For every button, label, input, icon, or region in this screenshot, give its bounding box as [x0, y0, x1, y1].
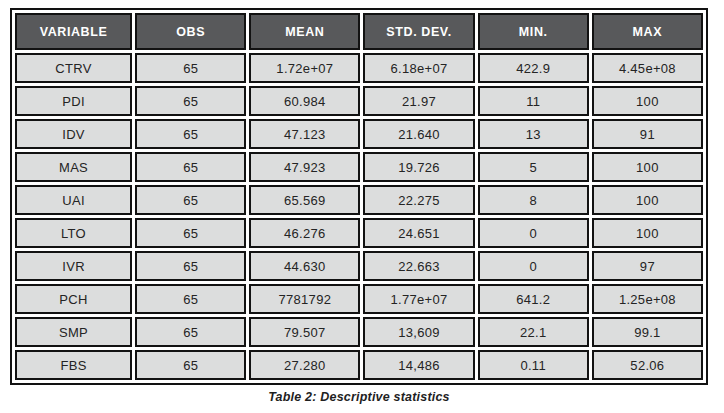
value-cell: 65 — [135, 317, 246, 347]
value-cell: 79.507 — [249, 317, 360, 347]
value-cell: 100 — [592, 152, 703, 182]
table-row: MAS6547.92319.7265100 — [15, 152, 703, 182]
table-body: CTRV651.72e+076.18e+07422.94.45e+08PDI65… — [15, 53, 703, 380]
value-cell: 97 — [592, 251, 703, 281]
value-cell: 99.1 — [592, 317, 703, 347]
column-header-max: MAX — [592, 13, 703, 50]
value-cell: 65.569 — [249, 185, 360, 215]
value-cell: 65 — [135, 152, 246, 182]
value-cell: 4.45e+08 — [592, 53, 703, 83]
variable-cell: FBS — [15, 350, 132, 380]
value-cell: 100 — [592, 86, 703, 116]
value-cell: 19.726 — [363, 152, 474, 182]
value-cell: 65 — [135, 119, 246, 149]
column-header-mean: MEAN — [249, 13, 360, 50]
variable-cell: IDV — [15, 119, 132, 149]
value-cell: 21.97 — [363, 86, 474, 116]
value-cell: 1.25e+08 — [592, 284, 703, 314]
value-cell: 44.630 — [249, 251, 360, 281]
table-row: PCH6577817921.77e+07641.21.25e+08 — [15, 284, 703, 314]
value-cell: 47.123 — [249, 119, 360, 149]
table-row: IDV6547.12321.6401391 — [15, 119, 703, 149]
column-header-variable: VARIABLE — [15, 13, 132, 50]
value-cell: 65 — [135, 218, 246, 248]
value-cell: 60.984 — [249, 86, 360, 116]
value-cell: 8 — [478, 185, 589, 215]
value-cell: 6.18e+07 — [363, 53, 474, 83]
table-row: PDI6560.98421.9711100 — [15, 86, 703, 116]
table-row: SMP6579.50713,60922.199.1 — [15, 317, 703, 347]
table-row: LTO6546.27624.6510100 — [15, 218, 703, 248]
variable-cell: UAI — [15, 185, 132, 215]
value-cell: 47.923 — [249, 152, 360, 182]
value-cell: 11 — [478, 86, 589, 116]
value-cell: 7781792 — [249, 284, 360, 314]
table-row: CTRV651.72e+076.18e+07422.94.45e+08 — [15, 53, 703, 83]
value-cell: 641.2 — [478, 284, 589, 314]
table-caption: Table 2: Descriptive statistics — [10, 390, 708, 404]
table-header-row: VARIABLE OBS MEAN STD. DEV. MIN. MAX — [15, 13, 703, 50]
value-cell: 1.72e+07 — [249, 53, 360, 83]
table-row: IVR6544.63022.663097 — [15, 251, 703, 281]
column-header-std-dev: STD. DEV. — [363, 13, 474, 50]
variable-cell: CTRV — [15, 53, 132, 83]
value-cell: 22.1 — [478, 317, 589, 347]
value-cell: 27.280 — [249, 350, 360, 380]
variable-cell: MAS — [15, 152, 132, 182]
table-row: UAI6565.56922.2758100 — [15, 185, 703, 215]
column-header-min: MIN. — [478, 13, 589, 50]
variable-cell: SMP — [15, 317, 132, 347]
value-cell: 14,486 — [363, 350, 474, 380]
value-cell: 22.275 — [363, 185, 474, 215]
value-cell: 0 — [478, 251, 589, 281]
value-cell: 52.06 — [592, 350, 703, 380]
variable-cell: PCH — [15, 284, 132, 314]
value-cell: 65 — [135, 185, 246, 215]
variable-cell: PDI — [15, 86, 132, 116]
value-cell: 100 — [592, 185, 703, 215]
descriptive-statistics-table: VARIABLE OBS MEAN STD. DEV. MIN. MAX CTR… — [10, 8, 708, 385]
value-cell: 65 — [135, 86, 246, 116]
variable-cell: IVR — [15, 251, 132, 281]
value-cell: 1.77e+07 — [363, 284, 474, 314]
value-cell: 0.11 — [478, 350, 589, 380]
value-cell: 422.9 — [478, 53, 589, 83]
table-row: FBS6527.28014,4860.1152.06 — [15, 350, 703, 380]
value-cell: 24.651 — [363, 218, 474, 248]
value-cell: 100 — [592, 218, 703, 248]
value-cell: 21.640 — [363, 119, 474, 149]
value-cell: 13,609 — [363, 317, 474, 347]
column-header-obs: OBS — [135, 13, 246, 50]
value-cell: 22.663 — [363, 251, 474, 281]
value-cell: 65 — [135, 251, 246, 281]
value-cell: 0 — [478, 218, 589, 248]
value-cell: 13 — [478, 119, 589, 149]
value-cell: 46.276 — [249, 218, 360, 248]
variable-cell: LTO — [15, 218, 132, 248]
value-cell: 65 — [135, 53, 246, 83]
value-cell: 91 — [592, 119, 703, 149]
page: VARIABLE OBS MEAN STD. DEV. MIN. MAX CTR… — [0, 0, 724, 413]
value-cell: 65 — [135, 350, 246, 380]
value-cell: 5 — [478, 152, 589, 182]
value-cell: 65 — [135, 284, 246, 314]
